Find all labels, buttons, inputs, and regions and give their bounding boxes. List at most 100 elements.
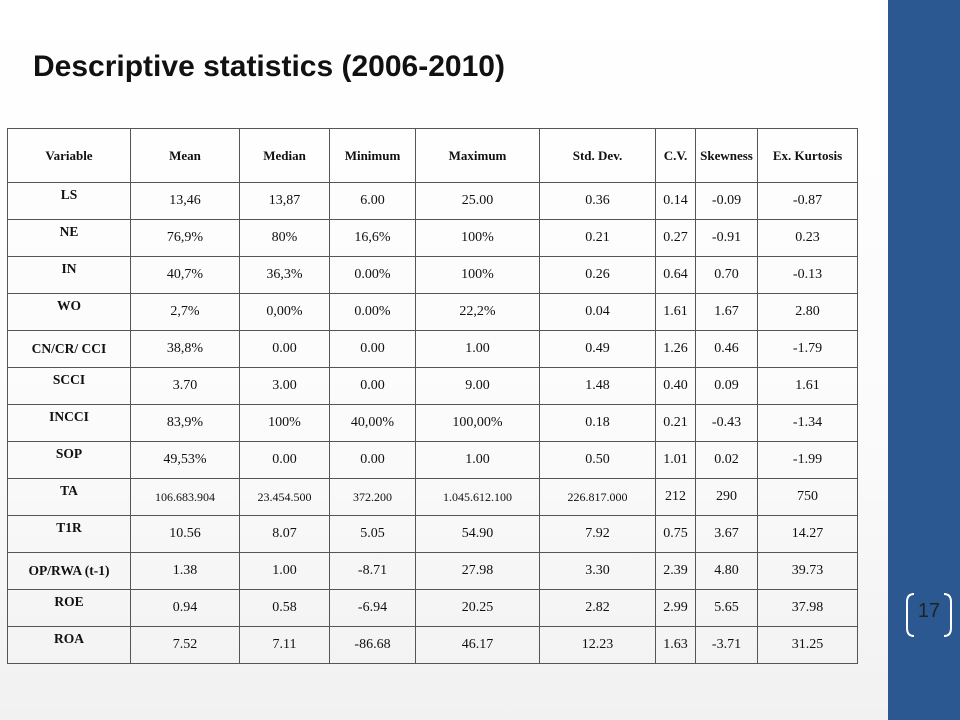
header-cell: Mean xyxy=(130,128,240,183)
value-cell: 27.98 xyxy=(415,552,540,590)
variable-cell: TA xyxy=(7,478,131,516)
table-row: TA 106.683.904 23.454.500 372.200 1.045.612.… xyxy=(7,478,858,516)
value-cell: 6.00 xyxy=(329,182,416,220)
header-cell: Maximum xyxy=(415,128,540,183)
value-cell: 31.25 xyxy=(757,626,858,664)
value-cell: 2.80 xyxy=(757,293,858,331)
value-cell: -0.43 xyxy=(695,404,758,442)
value-cell: -1.34 xyxy=(757,404,858,442)
value-cell: 7.52 xyxy=(130,626,240,664)
value-cell: -8.71 xyxy=(329,552,416,590)
value-cell: 8.07 xyxy=(239,515,330,553)
value-cell: 212 xyxy=(655,478,696,516)
value-cell: 40,00% xyxy=(329,404,416,442)
value-cell: 1.00 xyxy=(239,552,330,590)
statistics-table: Variable Mean Median Minimum Maximum Std… xyxy=(7,128,858,664)
value-cell: 39.73 xyxy=(757,552,858,590)
value-cell: -1.79 xyxy=(757,330,858,368)
table-header-row: Variable Mean Median Minimum Maximum Std… xyxy=(7,128,858,183)
variable-label: WO xyxy=(56,298,81,313)
value-cell: 0.14 xyxy=(655,182,696,220)
value-cell: -6.94 xyxy=(329,589,416,627)
value-cell: 0.23 xyxy=(757,219,858,257)
table-body: LS 13,46 13,87 6.00 25.00 0.36 0.14 -0.09 -0.87 N… xyxy=(7,182,858,664)
value-cell: 1.38 xyxy=(130,552,240,590)
table-row: CN/CR/ CCI 38,8% 0.00 0.00 1.00 0.49 1.26 0.46-… xyxy=(7,330,858,368)
header-cell: Median xyxy=(239,128,330,183)
value-cell: 372.200 xyxy=(329,478,416,516)
value-cell: 2.82 xyxy=(539,589,656,627)
value-cell: 0.00 xyxy=(329,330,416,368)
page-number-bracket-icon xyxy=(906,593,952,637)
value-cell: 1.67 xyxy=(695,293,758,331)
value-cell: 1.045.612.100 xyxy=(415,478,540,516)
header-cell: Ex. Kurtosis xyxy=(757,128,858,183)
value-cell: 0.40 xyxy=(655,367,696,405)
value-cell: 1.61 xyxy=(757,367,858,405)
value-cell: 3.00 xyxy=(239,367,330,405)
value-cell: 13,46 xyxy=(130,182,240,220)
table-row: ROE 0.94 0.58 -6.94 20.25 2.82 2.99 5.65 37.98 xyxy=(7,589,858,627)
value-cell: 5.65 xyxy=(695,589,758,627)
value-cell: 0.49 xyxy=(539,330,656,368)
variable-cell: INCCI xyxy=(7,404,131,442)
variable-label: NE xyxy=(59,224,79,239)
variable-cell: LS xyxy=(7,182,131,220)
value-cell: 0.70 xyxy=(695,256,758,294)
value-cell: 38,8% xyxy=(130,330,240,368)
value-cell: -3.71 xyxy=(695,626,758,664)
value-cell: 0.46 xyxy=(695,330,758,368)
value-cell: 0.21 xyxy=(539,219,656,257)
value-cell: 2.99 xyxy=(655,589,696,627)
value-cell: 0.00 xyxy=(329,367,416,405)
value-cell: 1.63 xyxy=(655,626,696,664)
variable-cell: CN/CR/ CCI xyxy=(7,330,131,368)
variable-label: IN xyxy=(61,261,77,276)
value-cell: -1.99 xyxy=(757,441,858,479)
value-cell: 0.36 xyxy=(539,182,656,220)
value-cell: 0.18 xyxy=(539,404,656,442)
value-cell: 0.75 xyxy=(655,515,696,553)
value-cell: 100% xyxy=(415,256,540,294)
value-cell: 2.39 xyxy=(655,552,696,590)
value-cell: 14.27 xyxy=(757,515,858,553)
value-cell: 0.58 xyxy=(239,589,330,627)
value-cell: 10.56 xyxy=(130,515,240,553)
table-row: WO 2,7% 0,00% 0.00% 22,2% 0.04 1.61 1.67 2.80 xyxy=(7,293,858,331)
value-cell: 2,7% xyxy=(130,293,240,331)
slide-title: Descriptive statistics (2006-2010) xyxy=(33,50,505,83)
header-cell: Std. Dev. xyxy=(539,128,656,183)
header-cell: Skewness xyxy=(695,128,758,183)
side-accent-band xyxy=(888,0,960,720)
value-cell: 1.00 xyxy=(415,441,540,479)
value-cell: 1.61 xyxy=(655,293,696,331)
value-cell: 25.00 xyxy=(415,182,540,220)
variable-cell: SCCI xyxy=(7,367,131,405)
table-row: NE 76,9% 80% 16,6% 100% 0.21 0.27 -0.91 0.23 xyxy=(7,219,858,257)
value-cell: 3.67 xyxy=(695,515,758,553)
value-cell: 0.26 xyxy=(539,256,656,294)
variable-cell: T1R xyxy=(7,515,131,553)
value-cell: 1.00 xyxy=(415,330,540,368)
variable-cell: NE xyxy=(7,219,131,257)
value-cell: -0.87 xyxy=(757,182,858,220)
variable-label: T1R xyxy=(56,520,82,535)
table-row: SCCI 3.70 3.00 0.00 9.00 1.48 0.40 0.09 1.61 xyxy=(7,367,858,405)
table-row: T1R 10.56 8.07 5.05 54.90 7.92 0.75 3.67 14.27 xyxy=(7,515,858,553)
value-cell: 0.94 xyxy=(130,589,240,627)
value-cell: 0.64 xyxy=(655,256,696,294)
variable-label: ROA xyxy=(54,631,84,646)
value-cell: 0.04 xyxy=(539,293,656,331)
variable-label: INCCI xyxy=(49,409,89,424)
value-cell: 3.30 xyxy=(539,552,656,590)
value-cell: 0.50 xyxy=(539,441,656,479)
value-cell: 46.17 xyxy=(415,626,540,664)
value-cell: -0.91 xyxy=(695,219,758,257)
table-row: IN 40,7% 36,3% 0.00% 100% 0.26 0.64 0.70 -0.13 xyxy=(7,256,858,294)
value-cell: 20.25 xyxy=(415,589,540,627)
value-cell: 1.48 xyxy=(539,367,656,405)
value-cell: 37.98 xyxy=(757,589,858,627)
value-cell: 83,9% xyxy=(130,404,240,442)
header-cell: Variable xyxy=(7,128,131,183)
variable-label: OP/RWA (t-1) xyxy=(28,563,110,578)
